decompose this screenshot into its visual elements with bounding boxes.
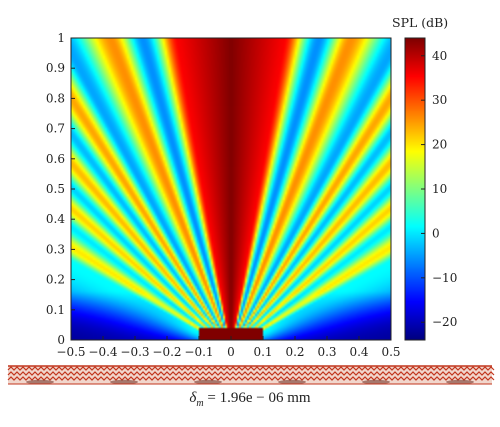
figure-caption: δm = 1.96e − 06 mm: [0, 390, 500, 409]
x-axis: −0.5 −0.4 −0.3 −0.2 −0.1 0 0.1 0.2 0.3 0.4 0.5: [56, 336, 401, 359]
spl-heatmap: [71, 38, 391, 340]
caption-text: = 1.96e − 06 mm: [203, 390, 311, 406]
y-tick-label: 0.9: [46, 61, 65, 75]
transducer-element: [194, 379, 222, 385]
x-tick-label: −0.3: [120, 345, 149, 359]
colorbar-tick-label: 0: [432, 226, 440, 240]
colorbar-tick-label: 30: [432, 93, 447, 107]
x-tick-label: 0.1: [253, 345, 272, 359]
y-tick-label: 1: [57, 31, 65, 45]
colorbar-tick-label: 10: [432, 182, 447, 196]
x-tick-label: 0.5: [381, 345, 400, 359]
colorbar-label: SPL (dB): [392, 15, 448, 30]
plot-area: [70, 37, 392, 341]
caption-symbol: δ: [189, 390, 197, 406]
x-tick-label: 0.2: [285, 345, 304, 359]
transducer-element: [26, 379, 54, 385]
y-tick-label: 0.4: [46, 212, 65, 226]
colorbar-gradient: [405, 38, 425, 340]
x-tick-label: −0.2: [152, 345, 181, 359]
transducer-wave-row: [7, 366, 495, 371]
colorbar-tick-label: −20: [432, 315, 457, 329]
transducer-element: [110, 379, 138, 385]
x-tick-label: −0.4: [88, 345, 118, 359]
y-tick-label: 0: [57, 333, 65, 347]
transducer-elements: [7, 365, 495, 385]
caption-subscript: m: [196, 398, 204, 409]
y-tick-label: 0.3: [46, 242, 65, 256]
y-tick-label: 0.1: [46, 303, 65, 317]
transducer-element: [278, 379, 306, 385]
transducer-array: [7, 365, 495, 385]
y-tick-label: 0.8: [46, 91, 65, 105]
transducer-wave-row: [7, 371, 495, 376]
x-tick-label: 0.4: [349, 345, 368, 359]
colorbar-tick-label: −10: [432, 271, 457, 285]
colorbar-tick-label: 20: [432, 138, 447, 152]
y-tick-label: 0.7: [46, 122, 65, 136]
transducer-wave-row: [7, 376, 495, 381]
x-tick-label: −0.1: [184, 345, 213, 359]
transducer-element: [362, 379, 390, 385]
transducer-element: [446, 379, 474, 385]
y-tick-label: 0.2: [46, 273, 65, 287]
colorbar-tick-label: 40: [432, 49, 447, 63]
y-tick-label: 0.6: [46, 152, 65, 166]
y-axis: 0 0.1 0.2 0.3 0.4 0.5 0.6 0.7 0.8 0.9 1: [46, 31, 75, 347]
x-tick-label: −0.5: [56, 345, 85, 359]
colorbar-ticks: 40 30 20 10 0 −10 −20: [421, 49, 457, 329]
x-tick-label: 0.3: [317, 345, 336, 359]
colorbar: SPL (dB) 40 30 20 10 0 −10 −20: [392, 15, 457, 341]
x-tick-label: 0: [227, 345, 235, 359]
y-tick-label: 0.5: [46, 182, 65, 196]
